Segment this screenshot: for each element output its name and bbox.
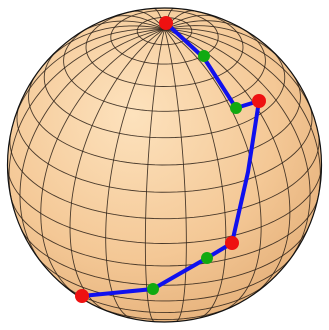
grid-line — [9, 134, 320, 220]
midpoint-marker — [201, 252, 213, 264]
grid-line — [10, 197, 319, 267]
grid-line — [16, 104, 313, 193]
grid-line — [164, 25, 282, 61]
grid-line — [63, 26, 266, 112]
grid-line — [80, 20, 165, 33]
grid-line — [40, 28, 165, 297]
grid-line — [107, 15, 165, 30]
sphere-grid — [7, 8, 322, 322]
vertex-marker — [252, 94, 266, 108]
grid-line — [8, 28, 165, 205]
sphere-outline — [6, 7, 323, 323]
grid-line — [164, 14, 218, 30]
vertex-marker — [159, 16, 173, 30]
vertex-marker — [225, 236, 239, 250]
grid-line — [164, 28, 291, 296]
grid-line — [36, 255, 291, 302]
grid-line — [43, 25, 165, 65]
grid-line — [28, 74, 301, 166]
midpoint-marker — [198, 50, 210, 62]
grid-line — [11, 28, 165, 128]
grid-line — [164, 28, 316, 122]
grid-line — [43, 49, 286, 139]
midpoint-marker — [230, 102, 242, 114]
vertex-marker — [75, 289, 89, 303]
grid-line — [164, 28, 262, 311]
grid-line — [19, 28, 165, 267]
grid-line — [131, 10, 165, 30]
grid-line — [164, 28, 311, 263]
grid-line — [144, 28, 165, 322]
midpoint-marker — [147, 283, 159, 295]
grid-line — [69, 28, 165, 313]
grid-line — [164, 20, 248, 33]
grid-line — [91, 303, 235, 321]
grid-line — [7, 166, 322, 244]
grid-line — [164, 28, 227, 319]
geodesic-path — [80, 21, 261, 298]
grid-line — [164, 28, 187, 322]
grid-line — [20, 227, 309, 286]
grid-line — [164, 28, 321, 199]
grid-line — [105, 28, 165, 320]
